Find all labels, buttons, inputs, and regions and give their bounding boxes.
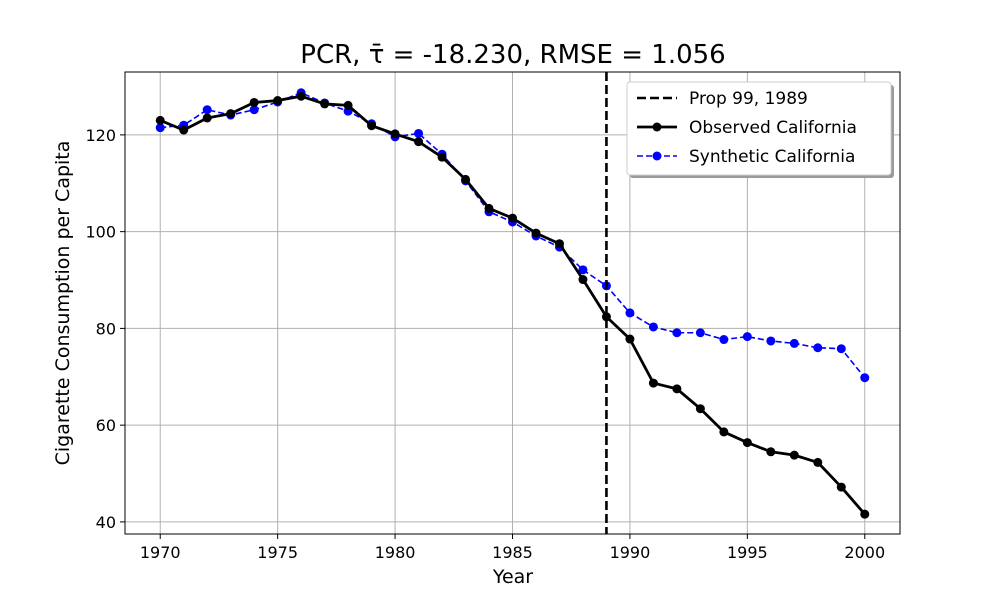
data-point bbox=[461, 174, 471, 184]
legend-label: Synthetic California bbox=[689, 147, 855, 167]
data-point bbox=[625, 308, 635, 318]
data-point bbox=[414, 137, 424, 147]
data-point bbox=[742, 438, 752, 448]
x-tick-label: 1975 bbox=[257, 543, 298, 562]
x-tick-label: 1985 bbox=[492, 543, 533, 562]
data-point bbox=[155, 115, 165, 125]
y-tick-label: 120 bbox=[85, 126, 116, 145]
data-point bbox=[531, 228, 541, 238]
data-point bbox=[437, 152, 447, 162]
data-point bbox=[860, 509, 870, 519]
data-point bbox=[789, 450, 799, 460]
data-point bbox=[179, 125, 189, 135]
legend-marker bbox=[652, 151, 662, 161]
axis-ticks: 1970 1975 1980 1985 1990 1995 2000 40 60 80 100 120 bbox=[85, 126, 885, 562]
data-point bbox=[648, 322, 658, 332]
plot-series bbox=[155, 88, 870, 519]
data-point bbox=[601, 312, 611, 322]
x-tick-label: 2000 bbox=[844, 543, 885, 562]
y-tick-label: 80 bbox=[96, 319, 116, 338]
data-point bbox=[414, 128, 424, 138]
x-axis-label: Year bbox=[492, 566, 533, 588]
x-tick-label: 1990 bbox=[610, 543, 651, 562]
data-point bbox=[155, 123, 165, 133]
data-point bbox=[836, 344, 846, 354]
legend: Prop 99, 1989 Observed California Syntheti… bbox=[626, 81, 894, 178]
legend-box bbox=[626, 81, 892, 176]
data-point bbox=[484, 203, 494, 213]
data-point bbox=[578, 275, 588, 285]
data-point bbox=[296, 91, 306, 101]
y-tick-label: 40 bbox=[96, 513, 116, 532]
data-point bbox=[578, 265, 588, 275]
legend-marker bbox=[652, 122, 662, 132]
grid-lines bbox=[125, 72, 900, 534]
data-point bbox=[367, 121, 377, 131]
data-point bbox=[226, 109, 236, 119]
data-point bbox=[672, 328, 682, 338]
data-point bbox=[508, 213, 517, 223]
y-axis-label: Cigarette Consumption per Capita bbox=[52, 141, 74, 466]
y-tick-label: 60 bbox=[96, 416, 116, 435]
series-observed-california bbox=[155, 91, 870, 519]
data-point bbox=[672, 384, 682, 394]
x-tick-label: 1980 bbox=[375, 543, 416, 562]
data-point bbox=[813, 457, 823, 467]
data-point bbox=[625, 334, 635, 344]
legend-label: Observed California bbox=[689, 118, 857, 138]
chart-title: PCR, τ̄ = -18.230, RMSE = 1.056 bbox=[300, 40, 725, 70]
data-point bbox=[836, 482, 846, 492]
data-point bbox=[273, 96, 283, 106]
data-point bbox=[320, 99, 330, 109]
data-point bbox=[648, 378, 658, 388]
x-tick-label: 1970 bbox=[140, 543, 181, 562]
data-point bbox=[742, 332, 752, 342]
data-point bbox=[789, 338, 799, 348]
data-point bbox=[719, 427, 729, 437]
data-point bbox=[202, 113, 212, 123]
data-point bbox=[813, 343, 823, 353]
data-point bbox=[249, 97, 259, 107]
data-point bbox=[766, 336, 776, 346]
data-point bbox=[766, 447, 776, 457]
data-point bbox=[719, 335, 729, 345]
x-tick-label: 1995 bbox=[727, 543, 768, 562]
data-point bbox=[554, 239, 564, 249]
data-point bbox=[202, 105, 212, 115]
legend-label: Prop 99, 1989 bbox=[689, 89, 808, 109]
data-point bbox=[249, 105, 259, 115]
data-point bbox=[860, 373, 870, 383]
data-point bbox=[695, 328, 705, 338]
y-tick-label: 100 bbox=[85, 223, 116, 242]
data-point bbox=[390, 129, 400, 139]
data-point bbox=[343, 100, 353, 110]
data-point bbox=[695, 404, 705, 414]
